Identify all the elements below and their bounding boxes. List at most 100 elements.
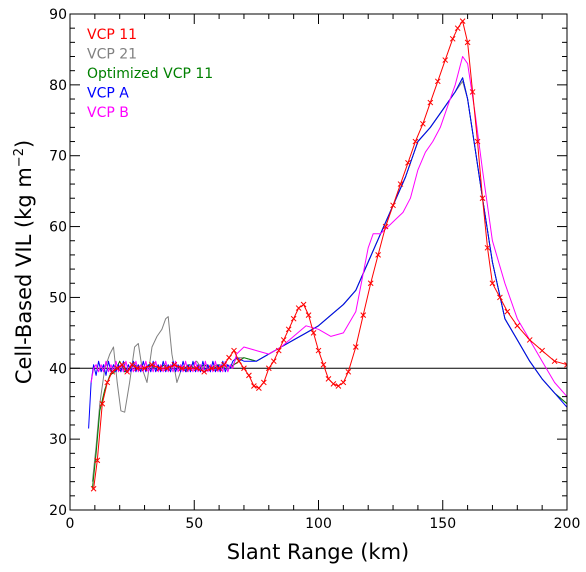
data-point	[186, 365, 193, 372]
data-point	[134, 365, 140, 372]
data-point	[295, 305, 302, 311]
legend-item: VCP B	[87, 105, 129, 121]
series-layer	[88, 20, 567, 489]
data-point	[201, 368, 208, 375]
data-point	[459, 18, 466, 24]
data-point	[474, 138, 481, 145]
data-point	[434, 78, 441, 85]
data-point	[300, 301, 307, 308]
data-point	[325, 376, 332, 382]
data-point	[360, 312, 367, 318]
data-point	[335, 383, 342, 389]
data-point	[104, 379, 111, 386]
y-tick-label: 40	[49, 361, 67, 377]
data-point	[216, 365, 222, 372]
data-point	[208, 365, 215, 372]
data-point	[514, 322, 521, 329]
data-point	[382, 223, 389, 230]
data-point	[454, 25, 461, 32]
data-point	[427, 99, 434, 106]
data-point	[236, 358, 242, 365]
data-point	[412, 138, 419, 145]
data-point	[290, 315, 297, 322]
data-point	[479, 195, 486, 202]
series-line-vcp-21	[91, 80, 567, 482]
data-point	[193, 365, 200, 372]
data-point	[330, 381, 337, 387]
data-point	[164, 365, 170, 372]
data-point	[226, 354, 232, 361]
data-point	[352, 344, 359, 350]
data-point	[504, 308, 511, 315]
data-point	[99, 400, 106, 407]
y-tick-label: 20	[49, 503, 67, 519]
x-tick-label: 0	[66, 516, 75, 532]
y-tick-label: 70	[49, 149, 67, 165]
data-point	[526, 337, 533, 343]
data-point	[367, 280, 374, 287]
x-axis-title: Slant Range (km)	[227, 540, 410, 564]
data-point	[251, 383, 257, 389]
data-point	[171, 361, 178, 368]
data-point	[405, 159, 411, 166]
x-tick-label: 150	[429, 516, 456, 532]
data-point	[90, 485, 97, 492]
data-point	[345, 368, 352, 375]
data-point	[270, 358, 277, 365]
tick-layer: 0 50 100 150 200 20 30 40 50 60 70 80 90	[49, 7, 580, 532]
data-point	[109, 368, 116, 375]
x-tick-label: 50	[185, 516, 203, 532]
x-tick-label: 100	[305, 516, 332, 532]
legend: VCP 11 VCP 21 Optimized VCP 11 VCP A VCP B	[87, 27, 213, 121]
data-point	[141, 365, 148, 372]
data-point	[275, 347, 282, 354]
data-point	[305, 312, 312, 318]
series-line-vcp-b	[90, 56, 567, 397]
y-tick-label: 50	[49, 290, 67, 306]
data-point	[320, 361, 327, 368]
data-point	[114, 365, 121, 372]
data-point	[539, 347, 546, 354]
data-point	[265, 365, 272, 372]
legend-item: VCP 21	[87, 47, 137, 63]
data-point	[149, 361, 155, 368]
series-line-optimized-vcp-11	[91, 77, 567, 489]
data-point	[94, 457, 101, 464]
data-point	[119, 361, 126, 368]
data-point	[551, 358, 558, 365]
y-axis-title: Cell-Based VIL (kg m−2)	[12, 140, 36, 384]
data-point	[156, 365, 163, 372]
data-point	[564, 361, 567, 368]
data-point	[285, 326, 292, 333]
data-point	[464, 39, 471, 46]
x-tick-label: 200	[554, 516, 581, 532]
data-point	[390, 202, 396, 209]
data-point	[231, 347, 237, 354]
data-point	[397, 181, 404, 187]
legend-item: VCP A	[87, 86, 129, 102]
data-point	[246, 372, 252, 379]
data-point	[420, 120, 426, 127]
data-point	[241, 365, 247, 372]
legend-item: Optimized VCP 11	[87, 66, 213, 82]
y-axis-title-main: Cell-Based VIL (kg m	[12, 167, 36, 384]
y-tick-label: 60	[49, 220, 67, 236]
data-point	[497, 294, 503, 301]
data-point	[260, 379, 267, 386]
marker-layer	[90, 18, 567, 492]
data-point	[489, 280, 496, 287]
data-point	[469, 89, 476, 95]
data-point	[310, 330, 317, 336]
legend-item: VCP 11	[87, 27, 137, 43]
data-point	[449, 35, 456, 42]
series-line-vcp-11	[93, 20, 567, 489]
data-point	[340, 379, 347, 386]
data-point	[315, 347, 322, 354]
data-point	[129, 361, 135, 368]
data-point	[178, 365, 185, 372]
data-point	[280, 337, 287, 343]
y-tick-label: 30	[49, 432, 67, 448]
data-point	[484, 244, 491, 251]
data-point	[221, 361, 227, 368]
